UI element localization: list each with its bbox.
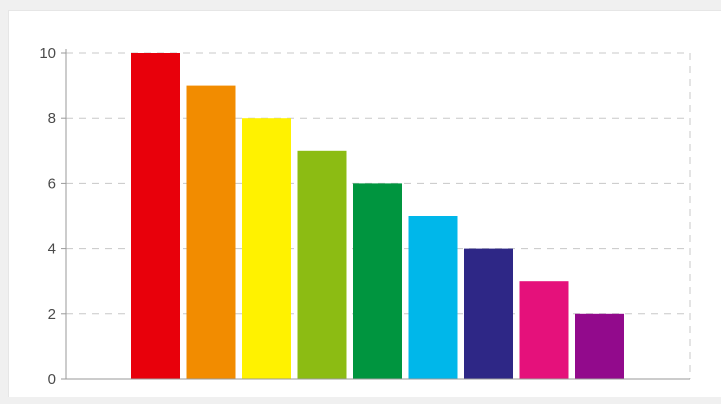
tick-label-layer: 0 2 4 6 8 10: [39, 45, 56, 388]
bar-9: [575, 313, 624, 379]
bar-4: [297, 150, 347, 379]
bar-layer: [131, 53, 624, 379]
bar-5: [353, 183, 402, 379]
y-tick-label: 0: [48, 371, 56, 388]
bar-2: [186, 85, 236, 379]
y-tick-label: 10: [39, 45, 56, 62]
bar-3: [242, 118, 291, 379]
y-tick-label: 6: [48, 175, 56, 192]
y-tick-label: 2: [48, 306, 56, 323]
axis-layer: [61, 49, 690, 380]
bar-7: [464, 248, 513, 379]
y-tick-label: 4: [48, 241, 56, 258]
y-tick-label: 8: [48, 110, 56, 127]
bar-8: [519, 281, 569, 379]
bar-1: [131, 53, 180, 379]
bar-6: [408, 216, 458, 379]
